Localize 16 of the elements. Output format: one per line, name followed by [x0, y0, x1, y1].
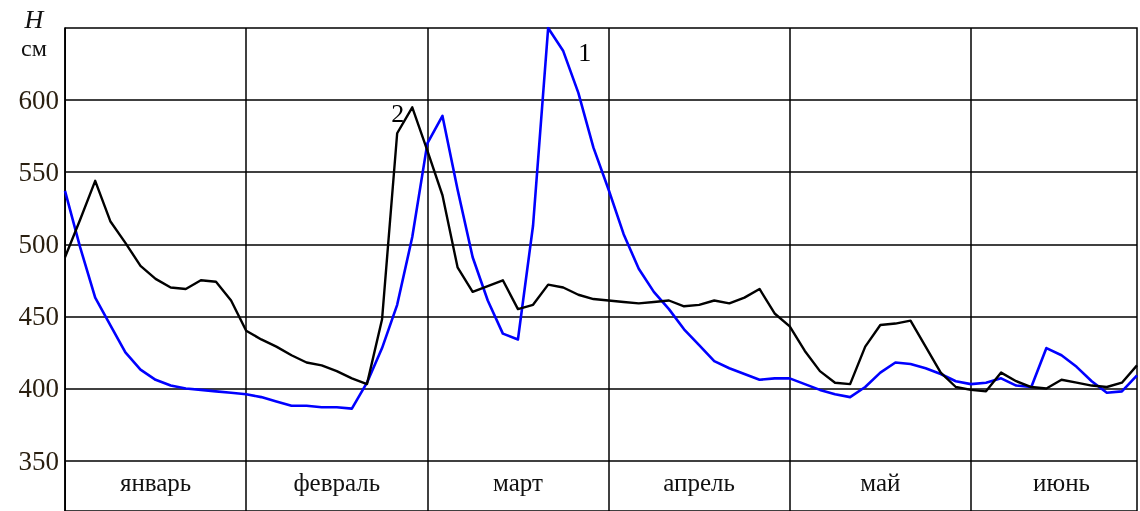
x-tick-label: апрель [663, 469, 735, 496]
x-tick-label: февраль [293, 469, 381, 496]
x-tick-label: март [493, 469, 543, 496]
y-tick-label: 450 [18, 301, 59, 332]
y-tick-label: 600 [18, 85, 59, 116]
y-tick-label: 550 [18, 157, 59, 188]
x-tick-label: январь [119, 469, 192, 496]
x-tick-label: май [860, 469, 901, 496]
y-axis-title: H см [21, 4, 47, 61]
line-series [63, 26, 1139, 410]
x-tick-label: июнь [1033, 469, 1090, 496]
series-label: 1 [578, 37, 592, 67]
y-tick-label: 350 [18, 445, 59, 476]
series-label: 2 [391, 98, 405, 128]
y-tick-label: 400 [18, 373, 59, 404]
y-tick-label: 500 [18, 229, 59, 260]
